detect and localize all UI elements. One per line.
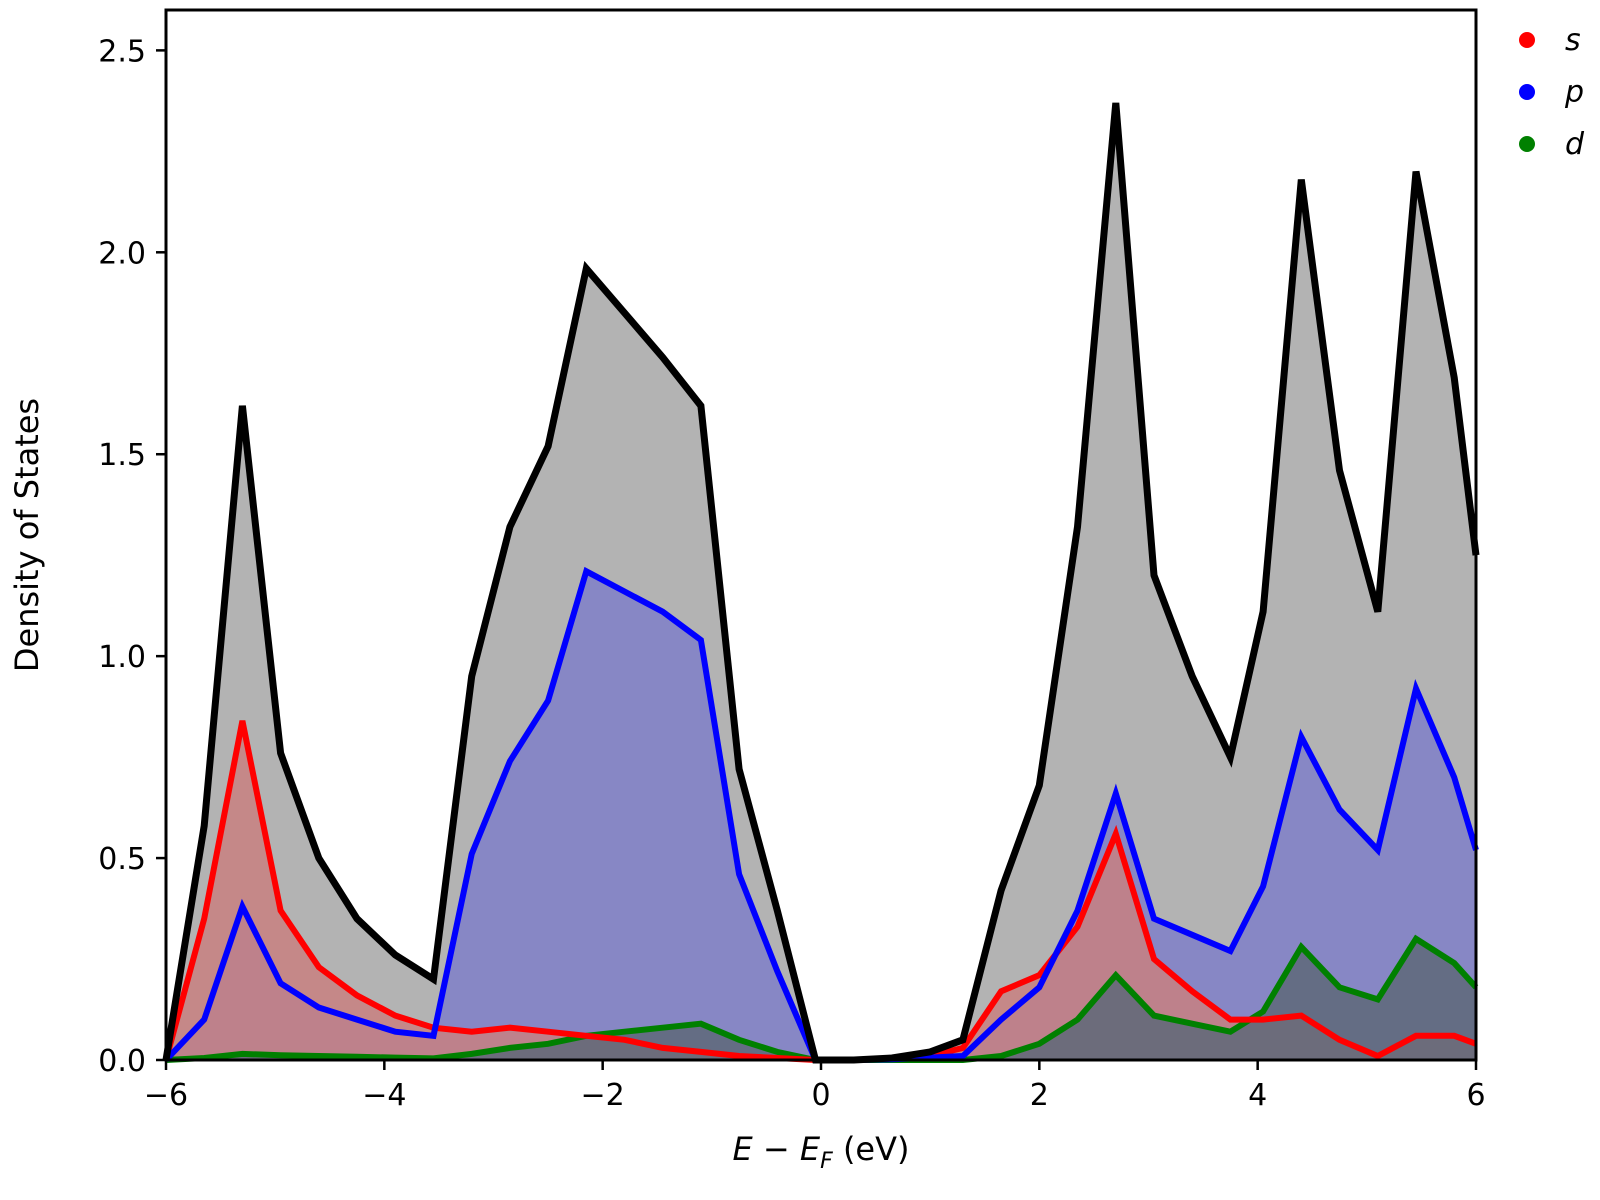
y-tick-label: 2.0 xyxy=(98,236,146,271)
legend: spd xyxy=(1519,23,1585,162)
legend-marker-s xyxy=(1519,32,1535,48)
area-fill-d xyxy=(166,938,1476,1060)
area-fill-s xyxy=(166,720,1476,1060)
x-tick-label: 0 xyxy=(811,1078,830,1113)
x-tick-label: 6 xyxy=(1466,1078,1485,1113)
y-axis-ticks: 0.0 0.5 1.0 1.5 2.0 2.5 xyxy=(98,34,166,1079)
y-tick-label: 2.5 xyxy=(98,34,146,69)
legend-marker-d xyxy=(1519,136,1535,152)
y-tick-label: 0.0 xyxy=(98,1044,146,1079)
x-tick-label: 2 xyxy=(1030,1078,1049,1113)
x-tick-label: −2 xyxy=(581,1078,625,1113)
y-axis-label: Density of States xyxy=(8,398,46,672)
area-fills xyxy=(166,102,1476,1060)
x-tick-label: 4 xyxy=(1248,1078,1267,1113)
legend-label-p: p xyxy=(1564,75,1584,110)
y-tick-label: 1.0 xyxy=(98,640,146,675)
x-axis-ticks: −6 −4 −2 0 2 4 6 xyxy=(144,1060,1486,1113)
x-tick-label: −4 xyxy=(362,1078,406,1113)
legend-marker-p xyxy=(1519,84,1535,100)
x-tick-label: −6 xyxy=(144,1078,188,1113)
legend-label-d: d xyxy=(1565,127,1585,162)
y-tick-label: 0.5 xyxy=(98,842,146,877)
x-axis-label: E − EF (eV) xyxy=(733,1130,910,1174)
y-tick-label: 1.5 xyxy=(98,438,146,473)
legend-label-s: s xyxy=(1565,23,1581,58)
